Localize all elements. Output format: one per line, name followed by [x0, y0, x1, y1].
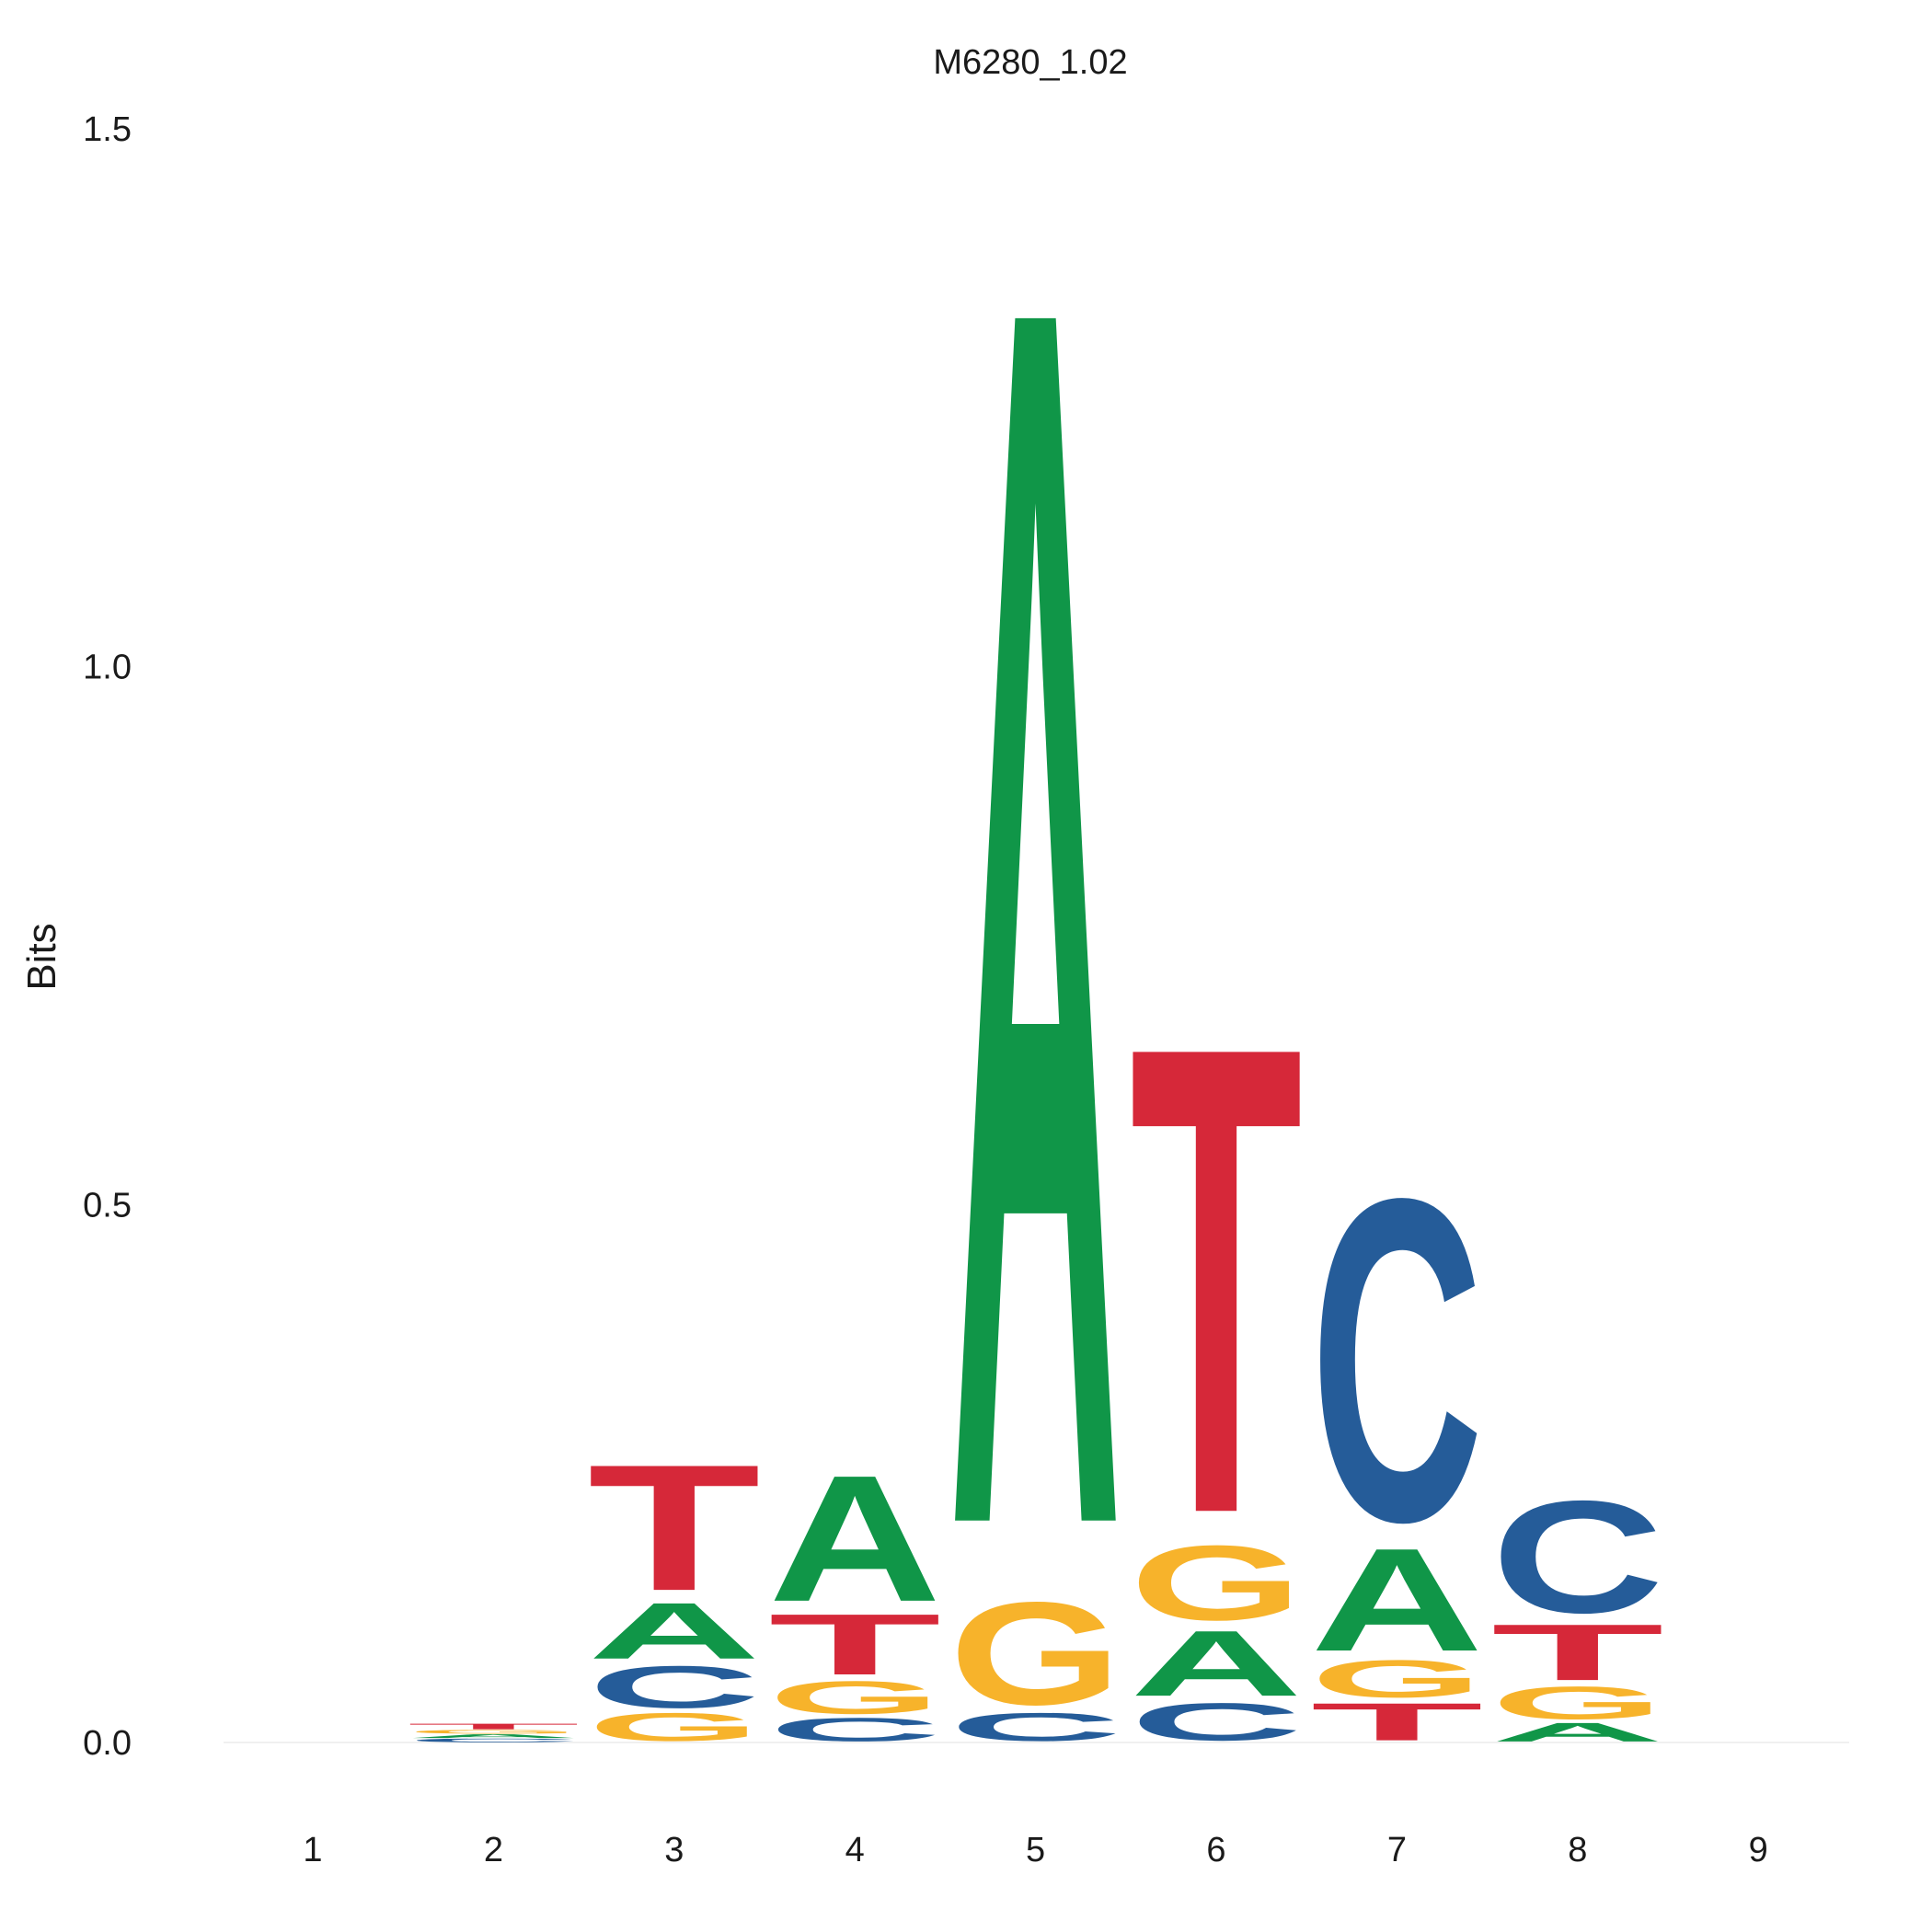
chart-title: M6280_1.02 — [933, 43, 1127, 82]
logo-letter-A: A — [768, 1438, 941, 1639]
logo-letter-G: G — [949, 1572, 1122, 1736]
logo-letter-A: A — [1310, 1518, 1483, 1682]
logo-letter-C: C — [768, 1711, 941, 1748]
logo-letter-C: C — [407, 1738, 580, 1743]
logo-letter-C: C — [1491, 1467, 1664, 1646]
y-tick-label: 1.5 — [83, 110, 132, 149]
logo-letter-G: G — [1310, 1650, 1483, 1709]
logo-letter-G: G — [407, 1729, 580, 1734]
x-tick-label: 4 — [845, 1831, 865, 1869]
logo-letter-T: T — [588, 1427, 761, 1628]
y-axis-title: Bits — [19, 923, 64, 990]
logo-letter-T: T — [407, 1722, 580, 1731]
y-axis-ticks: 0.0 0.5 1.0 1.5 — [83, 110, 132, 1763]
logo-letter-G: G — [768, 1672, 941, 1724]
logo-letter-C: C — [949, 1705, 1122, 1750]
y-tick-label: 0.5 — [83, 1186, 132, 1225]
y-tick-label: 1.0 — [83, 649, 132, 687]
logo-letter-A: A — [588, 1586, 761, 1675]
logo-letter-G: G — [588, 1705, 761, 1750]
x-tick-label: 9 — [1749, 1831, 1768, 1869]
logo-letter-G: G — [1130, 1524, 1303, 1643]
logo-letter-T: T — [1310, 1692, 1483, 1752]
logo-letter-A: A — [949, 0, 1122, 1892]
x-tick-label: 8 — [1568, 1831, 1587, 1869]
x-tick-label: 2 — [484, 1831, 503, 1869]
logo-letter-T: T — [1130, 908, 1303, 1653]
logo-letter-A: A — [1130, 1611, 1303, 1716]
x-tick-label: 5 — [1026, 1831, 1045, 1869]
logo-letter-C: C — [1130, 1692, 1303, 1752]
logo-letter-A: A — [1491, 1718, 1664, 1747]
logo-letter-C: C — [1310, 1103, 1483, 1618]
y-tick-label: 0.0 — [83, 1724, 132, 1763]
x-tick-label: 7 — [1387, 1831, 1407, 1869]
logo-letter-T: T — [1491, 1607, 1664, 1696]
logo-letter-T: T — [768, 1596, 941, 1693]
logo-letter-A: A — [407, 1733, 580, 1739]
x-tick-label: 3 — [664, 1831, 684, 1869]
x-tick-label: 1 — [303, 1831, 322, 1869]
logo-letter-C: C — [588, 1653, 761, 1720]
x-tick-label: 6 — [1206, 1831, 1225, 1869]
x-axis-ticks: 1 2 3 4 5 6 7 8 9 — [303, 1831, 1767, 1869]
logo-letter-G: G — [1491, 1677, 1664, 1730]
